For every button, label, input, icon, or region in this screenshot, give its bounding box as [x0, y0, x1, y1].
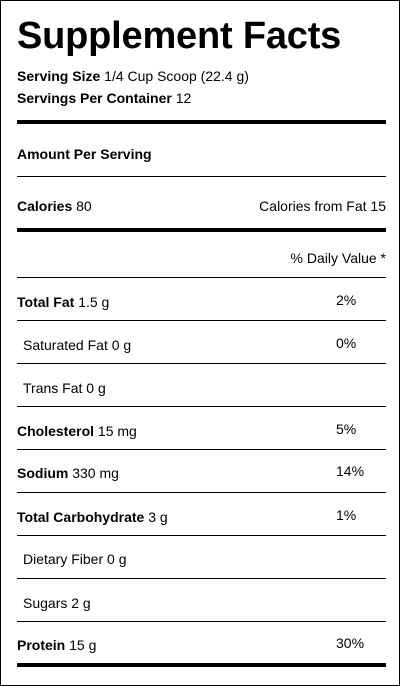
- nutrient-dv: 30%: [336, 635, 365, 651]
- nutrient-row-total-carbohydrate: Total Carbohydrate 3 g: [17, 508, 168, 526]
- divider: [17, 621, 386, 622]
- nutrient-dv: 2%: [336, 292, 357, 308]
- panel-title: Supplement Facts: [17, 15, 342, 57]
- daily-value-header: % Daily Value *: [290, 250, 386, 266]
- nutrient-amount: 2 g: [71, 595, 91, 611]
- calories-label: Calories: [17, 198, 73, 214]
- nutrient-amount: 0 g: [107, 551, 127, 567]
- nutrient-row-cholesterol: Cholesterol 15 mg: [17, 422, 137, 440]
- nutrient-amount: 0 g: [111, 337, 132, 353]
- divider: [17, 535, 386, 536]
- nutrient-label: Total Fat: [17, 294, 75, 310]
- nutrient-amount: 0 g: [86, 380, 106, 396]
- nutrient-label: Protein: [17, 637, 66, 653]
- thick-divider: [17, 228, 386, 232]
- calories-value: 80: [76, 198, 92, 214]
- nutrient-amount: 15 g: [69, 637, 97, 653]
- serving-size-label: Serving Size: [17, 68, 101, 84]
- divider: [17, 406, 386, 407]
- serving-size-value: 1/4 Cup Scoop (22.4 g): [104, 68, 249, 84]
- servings-per-container-label: Servings Per Container: [17, 90, 172, 106]
- nutrient-amount: 330 mg: [72, 465, 119, 481]
- nutrient-label: Trans Fat: [23, 380, 83, 396]
- calories-from-fat: Calories from Fat 15: [259, 198, 386, 214]
- servings-per-container-value: 12: [175, 90, 192, 106]
- nutrient-row-trans-fat: Trans Fat 0 g: [23, 379, 106, 397]
- divider: [17, 449, 386, 450]
- nutrient-row-sodium: Sodium 330 mg: [17, 464, 119, 482]
- calories-row: Calories 80: [17, 197, 92, 215]
- nutrient-row-sugars: Sugars 2 g: [23, 594, 91, 612]
- nutrient-label: Sodium: [17, 465, 69, 481]
- amount-per-serving-heading: Amount Per Serving: [17, 146, 152, 162]
- nutrient-dv: 5%: [336, 421, 357, 437]
- nutrient-label: Total Carbohydrate: [17, 509, 145, 525]
- nutrient-amount: 15 mg: [97, 423, 137, 439]
- nutrient-dv: 14%: [336, 463, 365, 479]
- thick-divider: [17, 663, 386, 667]
- nutrient-dv: 0%: [336, 335, 357, 351]
- thick-divider: [17, 120, 386, 124]
- divider: [17, 363, 386, 364]
- nutrient-row-dietary-fiber: Dietary Fiber 0 g: [23, 550, 127, 568]
- nutrient-row-protein: Protein 15 g: [17, 636, 96, 654]
- nutrient-label: Dietary Fiber: [23, 551, 104, 567]
- serving-size-row: Serving Size 1/4 Cup Scoop (22.4 g): [17, 67, 249, 85]
- divider: [17, 320, 386, 321]
- nutrient-row-total-fat: Total Fat 1.5 g: [17, 293, 109, 311]
- divider: [17, 492, 386, 493]
- divider: [17, 277, 386, 278]
- servings-per-container-row: Servings Per Container 12: [17, 89, 191, 107]
- divider: [17, 176, 386, 177]
- nutrient-amount: 3 g: [148, 509, 168, 525]
- nutrient-label: Saturated Fat: [23, 337, 108, 353]
- nutrient-dv: 1%: [336, 507, 357, 523]
- divider: [17, 578, 386, 579]
- nutrient-label: Cholesterol: [17, 423, 95, 439]
- nutrient-amount: 1.5 g: [78, 294, 110, 310]
- nutrient-label: Sugars: [23, 595, 68, 611]
- nutrient-row-saturated-fat: Saturated Fat 0 g: [23, 336, 131, 354]
